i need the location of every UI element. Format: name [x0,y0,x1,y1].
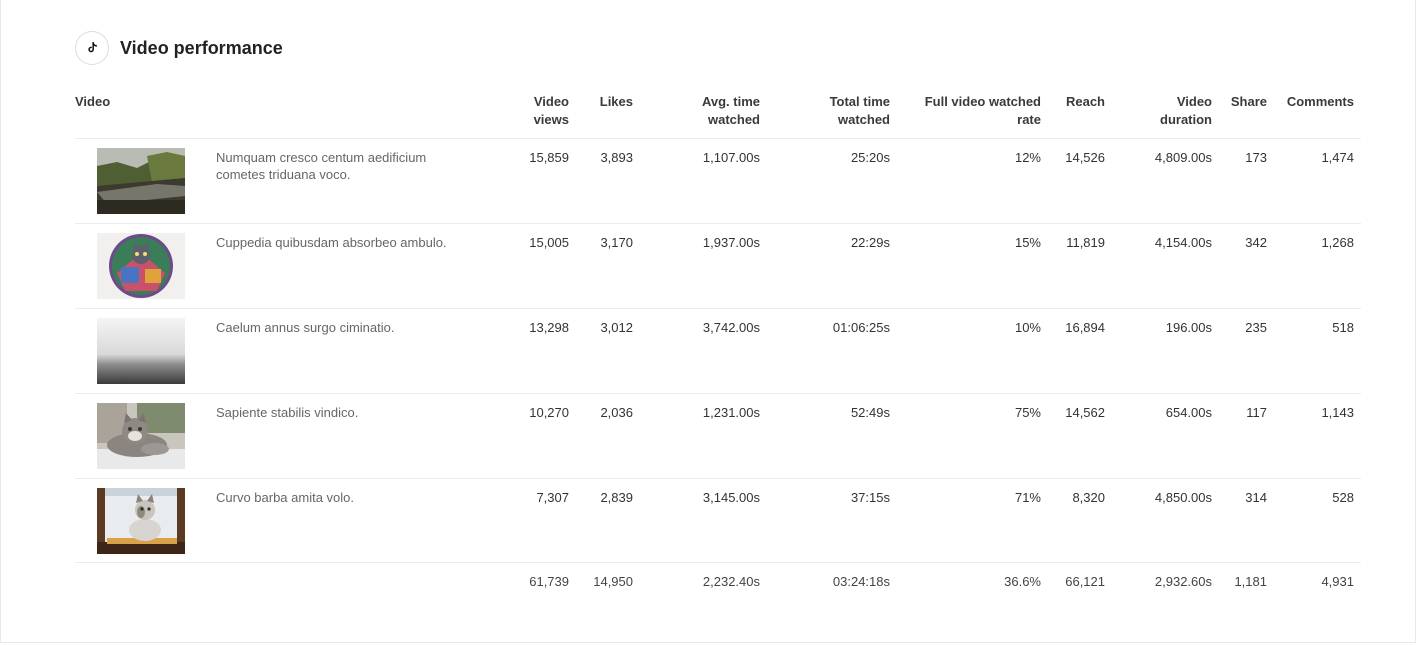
video-views: 15,859 [529,150,569,165]
comments-count: 1,268 [1321,235,1354,250]
video-duration: 654.00s [1165,405,1212,420]
column-header-comments: Comments [1286,94,1354,109]
avg-time-watched: 1,937.00s [702,235,760,250]
full-watched-rate: 10% [1014,320,1041,335]
total-full-watched-rate: 36.6% [1004,574,1041,589]
table-row[interactable]: Curvo barba amita volo. 7,307 2,839 3,14… [75,478,1361,564]
table-row[interactable]: Sapiente stabilis vindico. 10,270 2,036 … [75,393,1361,479]
total-video-views: 61,739 [529,574,569,589]
likes: 3,012 [600,320,633,335]
video-thumbnail[interactable] [97,148,185,214]
reach: 14,526 [1065,150,1105,165]
reach: 16,894 [1065,320,1105,335]
total-time-watched: 25:20s [850,150,890,165]
total-time-watched: 37:15s [850,490,890,505]
table-row[interactable]: Cuppedia quibusdam absorbeo ambulo. 15,0… [75,223,1361,309]
total-time-watched: 03:24:18s [832,574,890,589]
column-header-avg-time: Avg. time watched [701,94,760,127]
column-header-views: Video views [533,94,569,127]
column-header-share: Share [1230,94,1267,109]
column-header-duration: Video duration [1160,94,1212,127]
page-title: Video performance [120,37,283,58]
video-title: Numquam cresco centum aedificium cometes… [216,150,427,182]
video-thumbnail[interactable] [97,233,185,299]
table-row[interactable]: Caelum annus surgo ciminatio. 13,298 3,0… [75,308,1361,394]
share-count: 173 [1245,150,1267,165]
video-duration: 4,809.00s [1154,150,1212,165]
likes: 2,839 [600,490,633,505]
video-title: Caelum annus surgo ciminatio. [216,320,395,335]
column-header-full-watched-rate: Full video watched rate [924,94,1041,127]
comments-count: 1,474 [1321,150,1354,165]
total-comments-count: 4,931 [1321,574,1354,589]
likes: 3,893 [600,150,633,165]
total-share-count: 1,181 [1234,574,1267,589]
total-avg-time-watched: 2,232.40s [702,574,760,589]
likes: 2,036 [600,405,633,420]
reach: 8,320 [1072,490,1105,505]
reach: 14,562 [1065,405,1105,420]
video-views: 13,298 [529,320,569,335]
share-count: 117 [1246,405,1267,420]
column-header-video: Video [75,94,111,109]
comments-count: 528 [1332,490,1354,505]
totals-row: 61,739 14,950 2,232.40s 03:24:18s 36.6% … [75,562,1361,623]
video-thumbnail[interactable] [97,403,185,469]
avg-time-watched: 3,145.00s [702,490,760,505]
total-likes: 14,950 [593,574,633,589]
video-views: 7,307 [536,490,569,505]
share-count: 314 [1245,490,1267,505]
panel-header: Video performance [75,31,283,65]
video-duration: 4,154.00s [1154,235,1212,250]
video-thumbnail[interactable] [97,488,185,554]
share-count: 235 [1245,320,1267,335]
video-views: 10,270 [529,405,569,420]
video-duration: 4,850.00s [1154,490,1212,505]
total-time-watched: 52:49s [850,405,890,420]
video-views: 15,005 [529,235,569,250]
comments-count: 518 [1332,320,1354,335]
reach: 11,819 [1066,235,1105,250]
video-title: Sapiente stabilis vindico. [216,405,359,420]
full-watched-rate: 12% [1014,150,1041,165]
comments-count: 1,143 [1321,405,1354,420]
tiktok-icon [75,31,109,65]
video-duration: 196.00s [1165,320,1212,335]
likes: 3,170 [600,235,633,250]
video-thumbnail[interactable] [97,318,185,384]
total-reach: 66,121 [1065,574,1105,589]
full-watched-rate: 75% [1014,405,1041,420]
full-watched-rate: 15% [1014,235,1041,250]
avg-time-watched: 1,231.00s [702,405,760,420]
total-time-watched: 01:06:25s [832,320,890,335]
total-video-duration: 2,932.60s [1154,574,1212,589]
column-header-total-time: Total time watched [829,94,890,127]
video-title: Curvo barba amita volo. [216,490,355,505]
table-row[interactable]: Numquam cresco centum aedificium cometes… [75,138,1361,224]
video-title: Cuppedia quibusdam absorbeo ambulo. [216,235,447,250]
full-watched-rate: 71% [1014,490,1041,505]
column-header-likes: Likes [599,94,633,109]
column-header-reach: Reach [1065,94,1105,109]
total-time-watched: 22:29s [850,235,890,250]
avg-time-watched: 3,742.00s [702,320,760,335]
avg-time-watched: 1,107.00s [702,150,760,165]
share-count: 342 [1245,235,1267,250]
